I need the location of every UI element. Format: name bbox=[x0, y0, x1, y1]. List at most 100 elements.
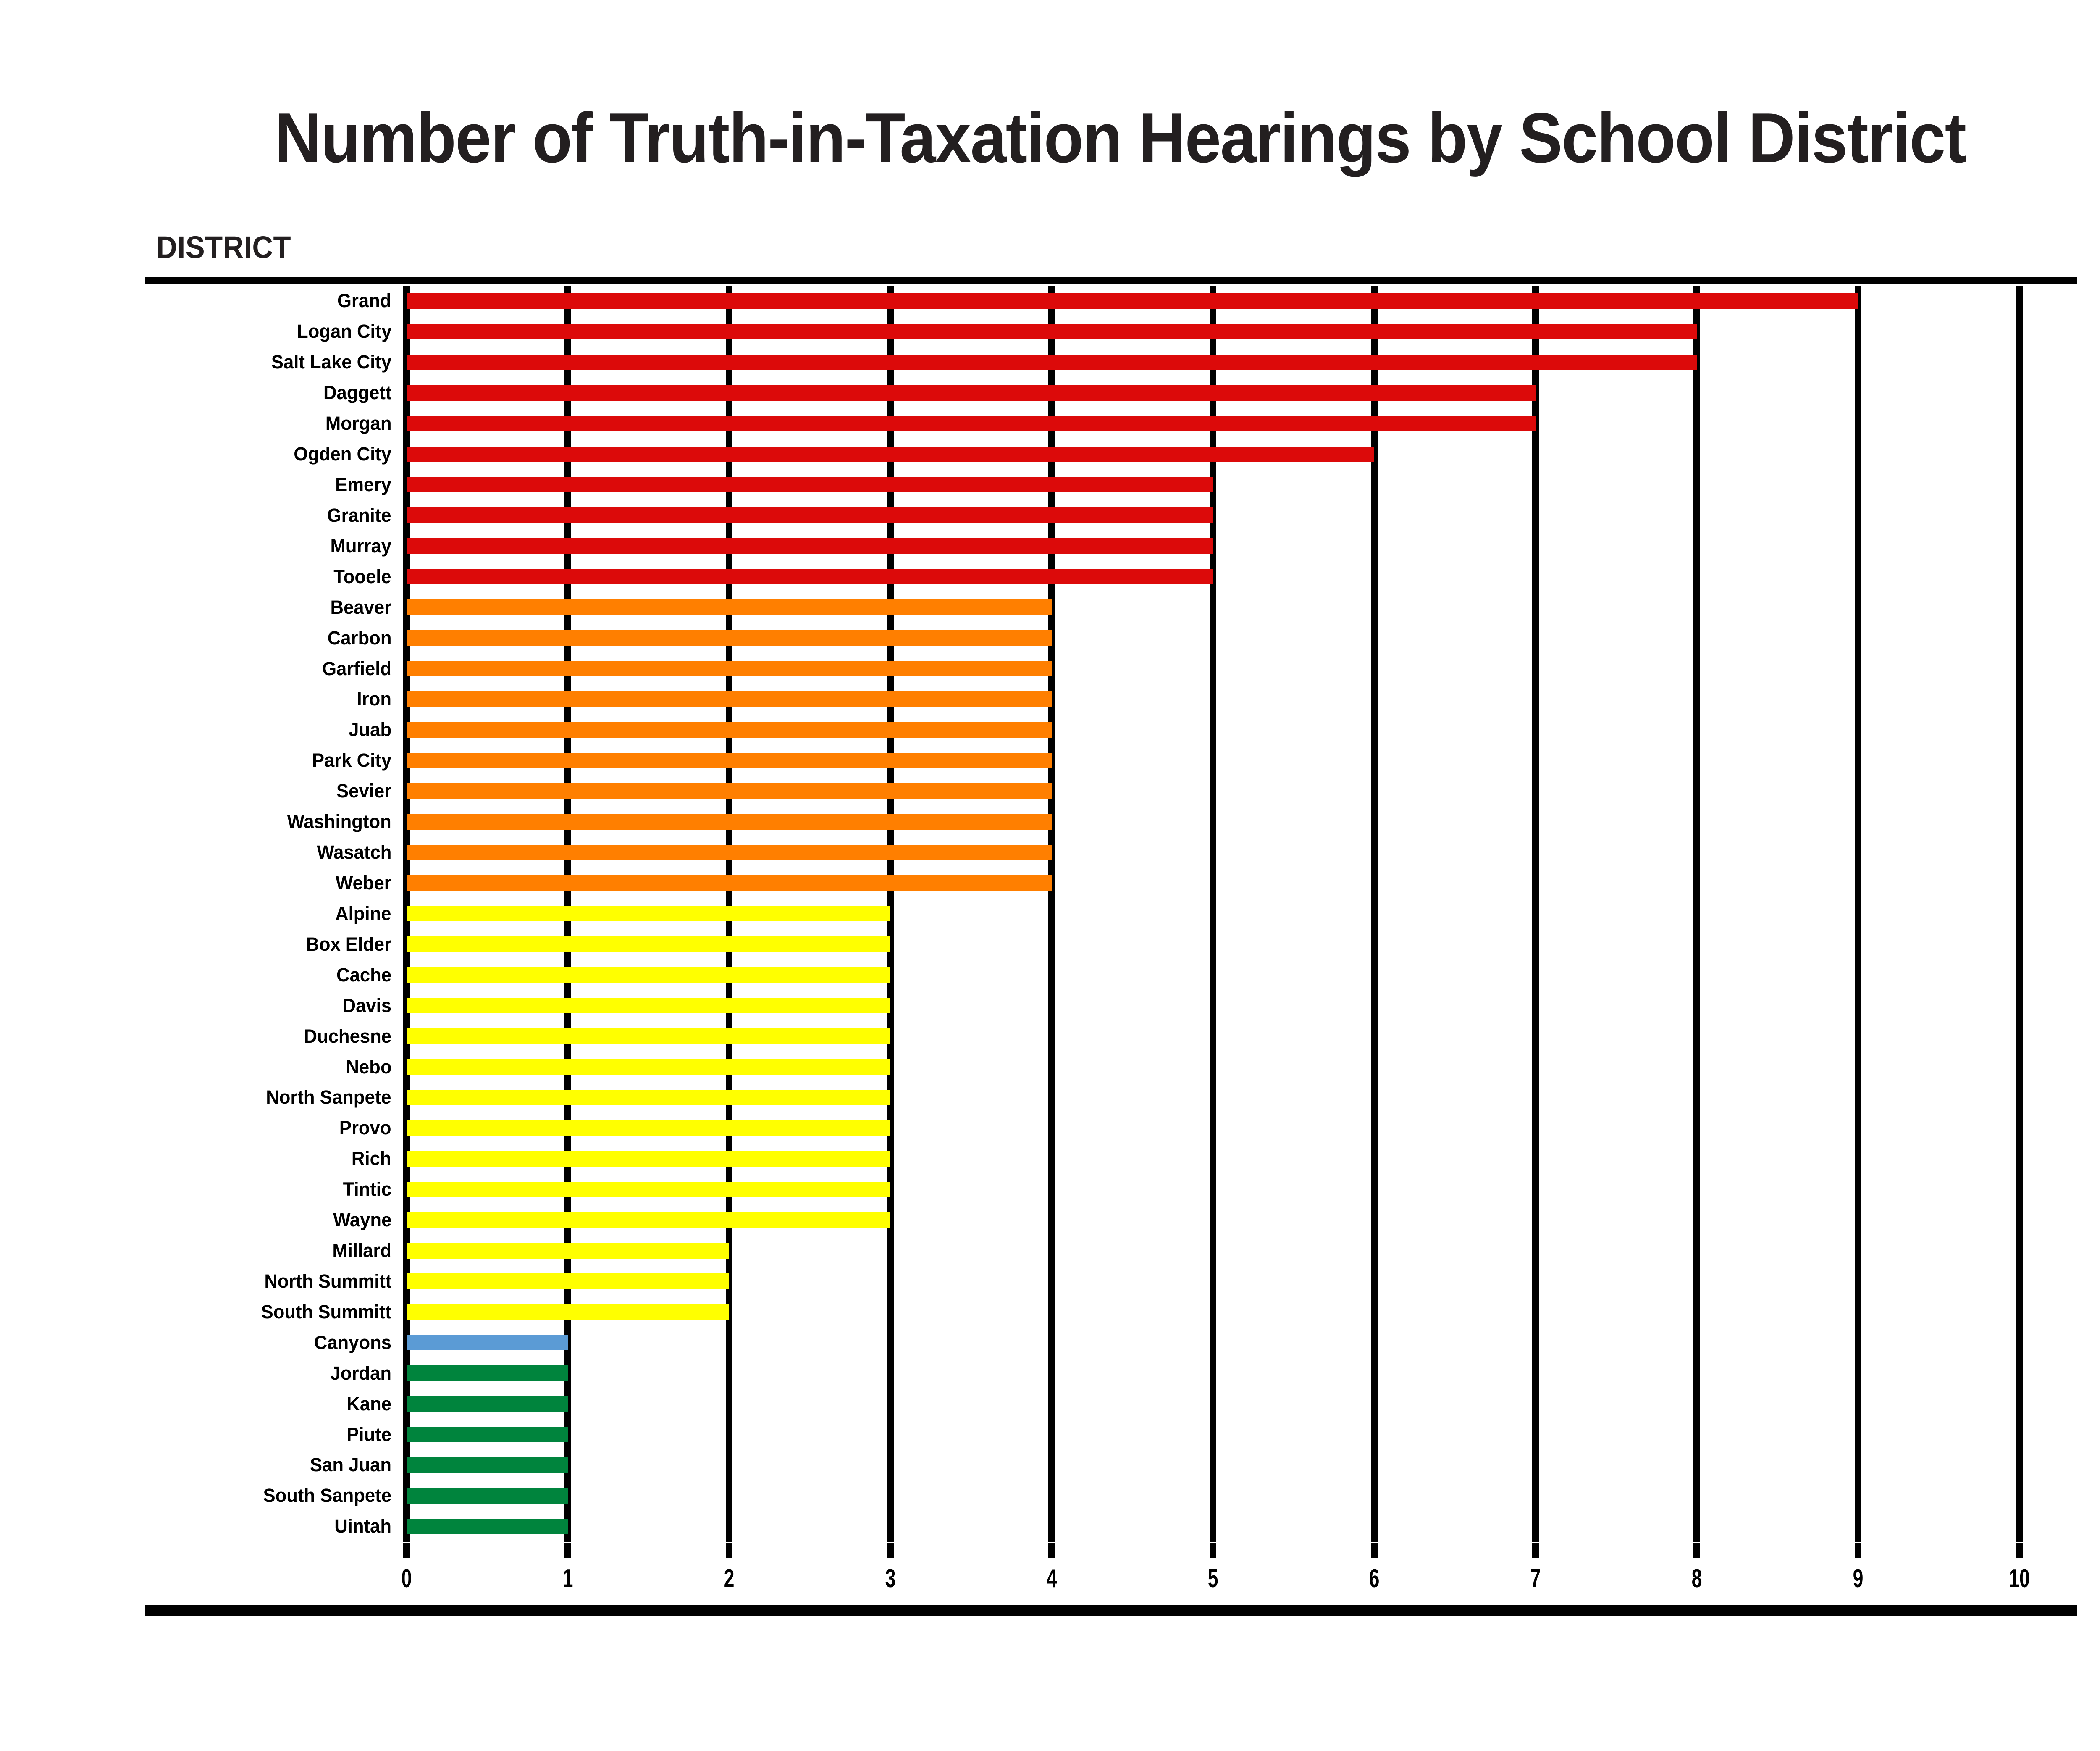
bar-row bbox=[407, 623, 2019, 653]
bar-row bbox=[407, 1388, 2019, 1419]
category-label-text: Iron bbox=[357, 688, 391, 710]
category-label-text: San Juan bbox=[310, 1454, 391, 1476]
bar bbox=[407, 1273, 729, 1289]
category-label-text: Wasatch bbox=[317, 841, 391, 863]
category-label: Grand bbox=[0, 286, 403, 316]
bar-row bbox=[407, 745, 2019, 776]
category-label: Tintic bbox=[0, 1174, 403, 1205]
category-label: Provo bbox=[0, 1113, 403, 1144]
category-label: Washington bbox=[0, 807, 403, 837]
category-label: Weber bbox=[0, 868, 403, 899]
bar-row bbox=[407, 1327, 2019, 1358]
bar-row bbox=[407, 1480, 2019, 1511]
bar-row bbox=[407, 378, 2019, 408]
x-tickmark-8 bbox=[1693, 1543, 1700, 1558]
category-label: Alpine bbox=[0, 898, 403, 929]
x-axis-ticks: 0 1 2 3 4 5 6 7 8 9 10 bbox=[402, 1543, 2030, 1606]
category-label: Sevier bbox=[0, 776, 403, 807]
bar-row bbox=[407, 715, 2019, 745]
bar bbox=[407, 446, 1374, 462]
bar bbox=[407, 1335, 568, 1351]
x-tickmark-4 bbox=[1048, 1543, 1055, 1558]
x-ticklabel-10: 10 bbox=[2009, 1564, 2030, 1593]
plot-top-rule bbox=[145, 277, 2077, 284]
bar bbox=[407, 415, 1536, 431]
category-label-text: North Sanpete bbox=[266, 1086, 391, 1108]
x-tickmark-3 bbox=[887, 1543, 894, 1558]
category-label-text: Ogden City bbox=[294, 443, 391, 465]
chart-bottom-rule bbox=[145, 1605, 2077, 1616]
category-label: Beaver bbox=[0, 592, 403, 623]
gridline-6 bbox=[1371, 286, 1378, 1542]
bar bbox=[407, 1151, 890, 1167]
category-label: Duchesne bbox=[0, 1021, 403, 1052]
bar bbox=[407, 1212, 890, 1228]
bar bbox=[407, 1089, 890, 1105]
bar-row bbox=[407, 1082, 2019, 1113]
bar-row bbox=[407, 1450, 2019, 1480]
category-label-text: Weber bbox=[336, 872, 391, 894]
category-label: Carbon bbox=[0, 623, 403, 653]
category-label: South Sanpete bbox=[0, 1480, 403, 1511]
bar bbox=[407, 1304, 729, 1320]
bar-row bbox=[407, 898, 2019, 929]
bar-row bbox=[407, 1266, 2019, 1297]
bar-row bbox=[407, 1052, 2019, 1082]
category-label: Ogden City bbox=[0, 439, 403, 470]
category-label-text: Cache bbox=[336, 964, 391, 986]
category-label: Nebo bbox=[0, 1052, 403, 1082]
category-label-text: North Summitt bbox=[264, 1270, 391, 1292]
bar-row bbox=[407, 960, 2019, 990]
category-label-text: Nebo bbox=[345, 1056, 391, 1078]
bar-row bbox=[407, 531, 2019, 561]
category-label: North Summitt bbox=[0, 1266, 403, 1297]
bar bbox=[407, 1028, 890, 1044]
category-label-text: Uintah bbox=[334, 1515, 391, 1537]
x-ticklabel-4: 4 bbox=[1046, 1564, 1057, 1593]
bar bbox=[407, 599, 1052, 615]
category-label: Emery bbox=[0, 470, 403, 500]
x-tickmark-0 bbox=[403, 1543, 410, 1558]
bar bbox=[407, 1457, 568, 1473]
bar-row bbox=[407, 286, 2019, 316]
bar-row bbox=[407, 592, 2019, 623]
category-label-text: South Sanpete bbox=[263, 1485, 391, 1506]
category-label-text: Morgan bbox=[325, 413, 391, 434]
category-label-text: Kane bbox=[346, 1393, 391, 1414]
category-label: Salt Lake City bbox=[0, 347, 403, 378]
bar-row bbox=[407, 1358, 2019, 1388]
category-label: Piute bbox=[0, 1419, 403, 1450]
x-tickmark-9 bbox=[1855, 1543, 1861, 1558]
category-label: Wayne bbox=[0, 1205, 403, 1236]
bar bbox=[407, 538, 1213, 554]
category-label-text: Emery bbox=[335, 473, 391, 495]
x-ticklabel-6: 6 bbox=[1369, 1564, 1380, 1593]
category-label-text: Washington bbox=[287, 811, 391, 833]
bar bbox=[407, 1396, 568, 1412]
category-label: Logan City bbox=[0, 316, 403, 347]
category-label: Garfield bbox=[0, 653, 403, 684]
category-label: Rich bbox=[0, 1144, 403, 1174]
gridline-9 bbox=[1855, 286, 1861, 1542]
category-label-text: Rich bbox=[352, 1148, 391, 1170]
x-ticklabel-0: 0 bbox=[401, 1564, 412, 1593]
bar bbox=[407, 752, 1052, 768]
bar bbox=[407, 967, 890, 983]
bar bbox=[407, 507, 1213, 523]
category-label-text: Jordan bbox=[330, 1362, 391, 1384]
category-label-text: Canyons bbox=[314, 1331, 391, 1353]
bar bbox=[407, 1427, 568, 1443]
bar bbox=[407, 906, 890, 922]
category-label-column: Grand Logan City Salt Lake City Daggett Morg… bbox=[0, 286, 403, 1542]
category-label-text: Duchesne bbox=[304, 1025, 391, 1047]
category-label-text: Millard bbox=[332, 1240, 391, 1262]
category-label-text: Park City bbox=[312, 749, 391, 771]
x-tickmark-2 bbox=[726, 1543, 732, 1558]
category-label: Uintah bbox=[0, 1511, 403, 1542]
category-label-text: Grand bbox=[337, 290, 391, 312]
bar bbox=[407, 293, 1858, 309]
category-label-text: Tintic bbox=[343, 1178, 391, 1200]
bar-row bbox=[407, 1144, 2019, 1174]
category-label-text: Granite bbox=[327, 504, 391, 526]
bar-row bbox=[407, 1174, 2019, 1205]
